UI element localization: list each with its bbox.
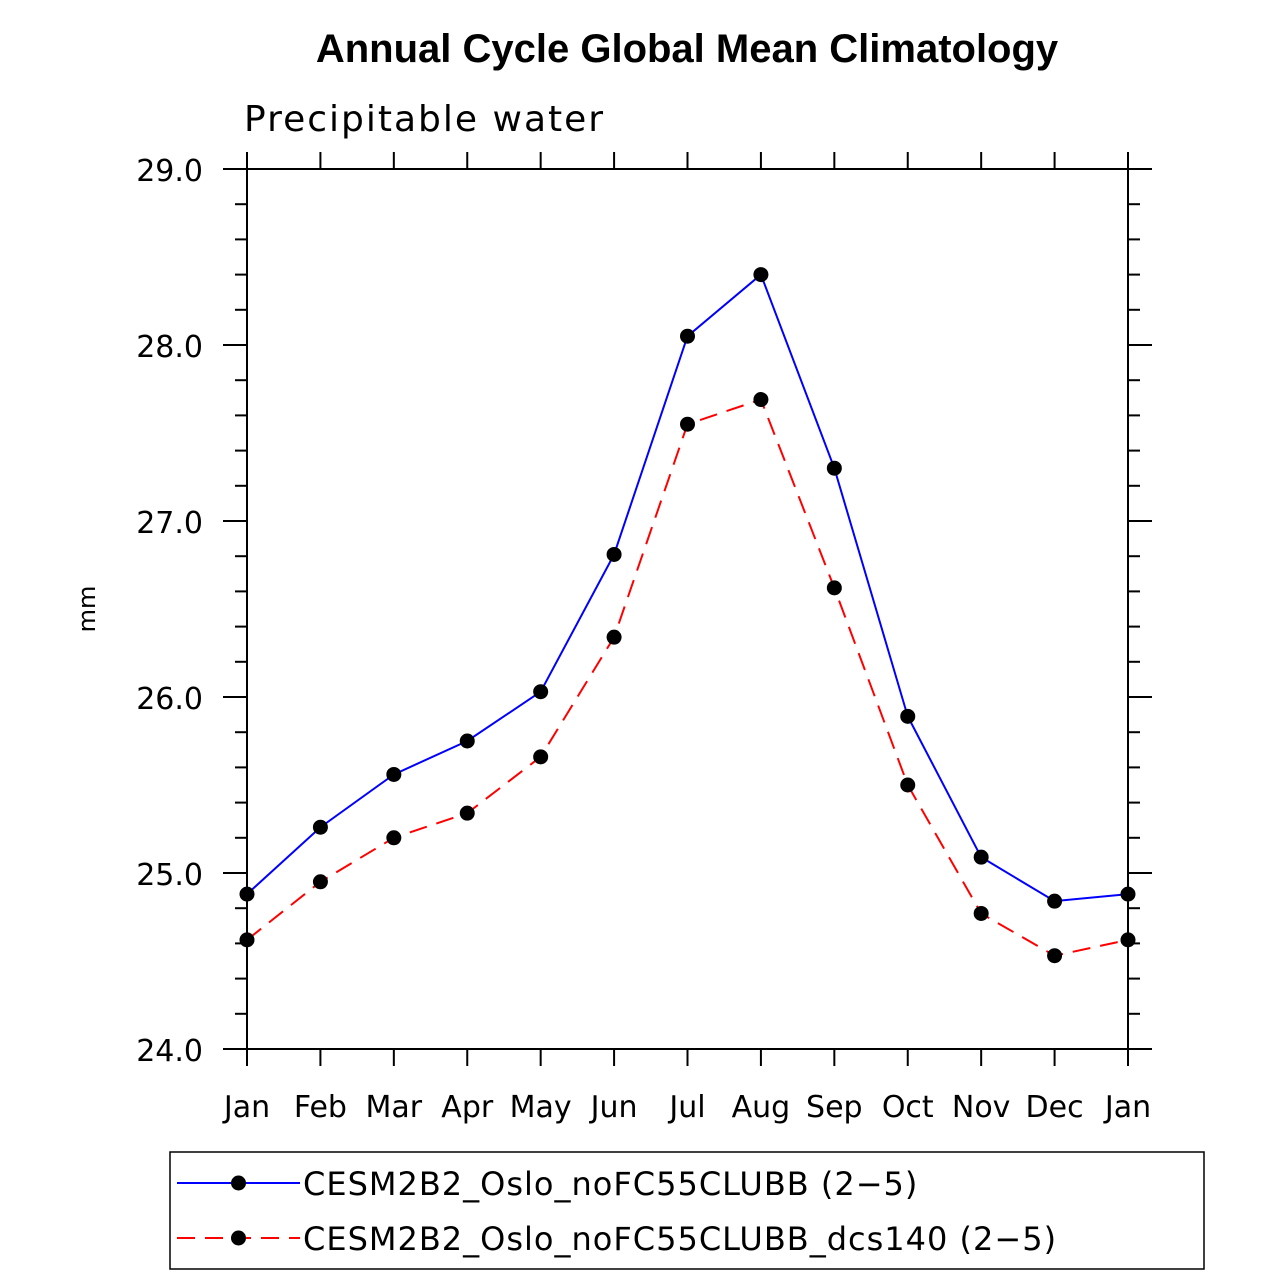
- data-point: [900, 777, 916, 793]
- plot-frame: [246, 168, 1129, 1050]
- data-point: [459, 733, 475, 749]
- x-tick-label: May: [510, 1090, 572, 1125]
- legend-box: [169, 1151, 1205, 1270]
- data-point: [386, 830, 402, 846]
- legend-label-2: CESM2B2_Oslo_noFC55CLUBB_dcs140 (2−5): [303, 1220, 1057, 1258]
- data-point: [606, 546, 622, 562]
- series-2: [239, 392, 1136, 964]
- data-point: [533, 749, 549, 765]
- legend-label-1: CESM2B2_Oslo_noFC55CLUBB (2−5): [303, 1165, 918, 1203]
- x-tick-label: Apr: [441, 1090, 494, 1125]
- legend-marker-2: [231, 1230, 246, 1246]
- data-point: [753, 392, 769, 408]
- y-tick-label: 28.0: [136, 330, 203, 365]
- data-point: [239, 886, 255, 902]
- data-point: [1047, 893, 1063, 909]
- data-point: [312, 819, 328, 835]
- x-tick-label: Aug: [732, 1090, 791, 1125]
- data-point: [459, 805, 475, 821]
- series-group: [239, 267, 1136, 964]
- y-axis-label: mm: [73, 586, 101, 633]
- x-tick-label: Jun: [589, 1090, 638, 1125]
- series-1: [239, 267, 1136, 909]
- x-tick-label: Dec: [1026, 1090, 1084, 1125]
- data-point: [900, 708, 916, 724]
- x-tick-label: Jul: [667, 1090, 705, 1125]
- x-tick-label: Mar: [366, 1090, 423, 1125]
- chart-title: Annual Cycle Global Mean Climatology: [316, 27, 1059, 71]
- legend-marker-1: [231, 1175, 246, 1191]
- data-point: [239, 932, 255, 948]
- data-point: [533, 684, 549, 700]
- y-tick-label: 27.0: [136, 506, 203, 541]
- data-point: [680, 328, 695, 344]
- data-point: [973, 905, 989, 921]
- y-tick-label: 26.0: [136, 682, 203, 717]
- data-point: [1047, 948, 1063, 964]
- data-point: [753, 267, 769, 283]
- series-line: [246, 272, 1129, 903]
- data-point: [973, 849, 989, 865]
- legend: CESM2B2_Oslo_noFC55CLUBB (2−5) CESM2B2_Os…: [169, 1151, 1205, 1270]
- x-tick-label: Nov: [952, 1090, 1011, 1125]
- data-point: [826, 460, 842, 476]
- x-tick-label: Feb: [294, 1090, 347, 1125]
- data-point: [312, 874, 328, 890]
- data-point: [606, 629, 622, 645]
- chart-subtitle: Precipitable water: [244, 99, 605, 140]
- data-point: [680, 416, 695, 432]
- data-point: [826, 580, 842, 596]
- data-point: [386, 766, 402, 782]
- y-tick-label: 29.0: [136, 154, 203, 189]
- x-tick-label: Oct: [882, 1090, 934, 1125]
- x-tick-label: Jan: [222, 1090, 270, 1125]
- data-point: [1120, 886, 1136, 902]
- data-point: [1120, 932, 1136, 948]
- axes: Jan Feb Mar Apr May Jun Jul Aug Sep Oct Nov Dec Jan 2…: [136, 152, 1152, 1125]
- x-tick-label: Jan: [1103, 1090, 1151, 1125]
- x-tick-label: Sep: [806, 1090, 863, 1125]
- series-line: [246, 398, 1129, 957]
- y-tick-label: 24.0: [136, 1034, 203, 1069]
- y-tick-label: 25.0: [136, 858, 203, 893]
